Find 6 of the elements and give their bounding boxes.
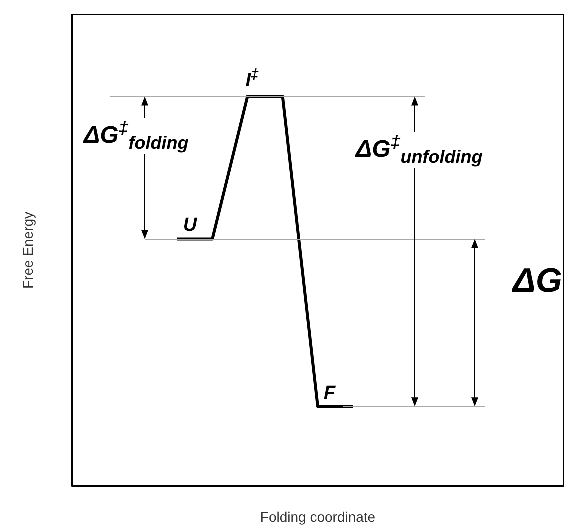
x-axis-title: Folding coordinate (260, 509, 376, 525)
annotation: U (183, 215, 198, 238)
annotation: ΔG (513, 262, 562, 301)
text: I$^{‡}$ (246, 66, 259, 92)
y-axis-title: Free Energy (20, 212, 36, 290)
annotation: F (324, 382, 336, 405)
